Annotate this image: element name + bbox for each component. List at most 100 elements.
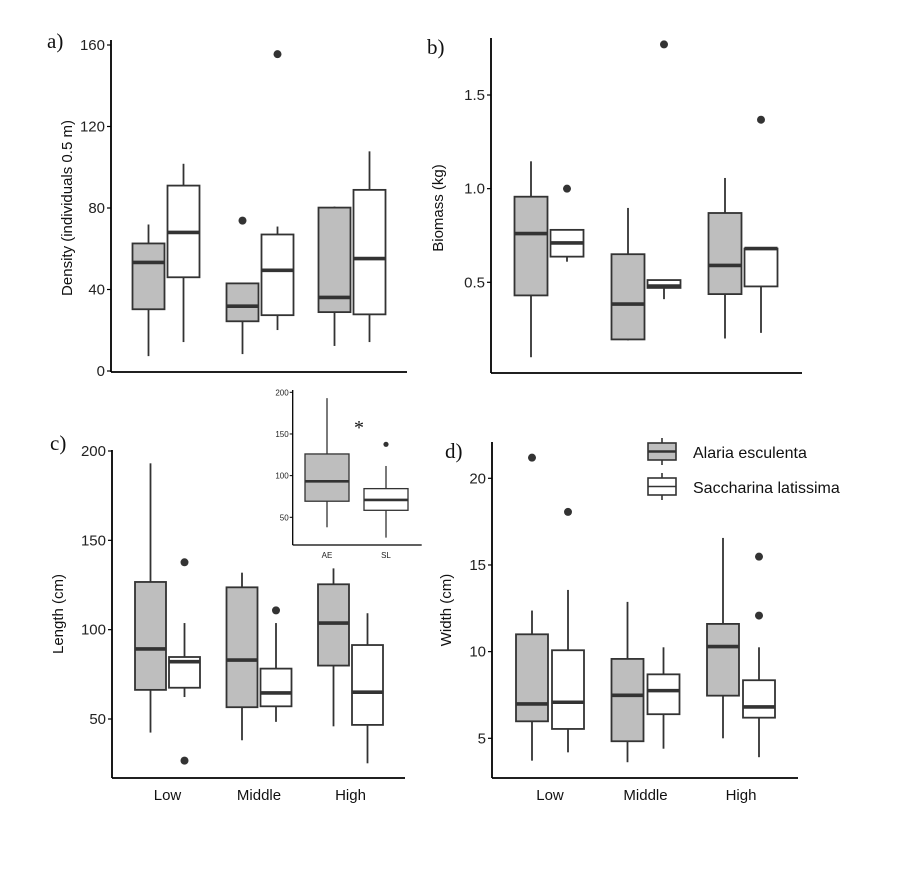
- saccharina-outlier: [272, 606, 280, 615]
- box-alaria-low: [134, 463, 167, 733]
- alaria-box: [513, 195, 549, 297]
- saccharina-box: [351, 644, 384, 726]
- alaria-box: [225, 282, 260, 323]
- alaria-box: [706, 623, 740, 697]
- box-saccharina-middle: [260, 50, 295, 331]
- y-tick-label: 1.5: [464, 87, 485, 104]
- y-axis-title-biomass: Biomass (kg): [430, 164, 447, 252]
- legend-key-saccharina-icon: [647, 473, 677, 500]
- box-alaria-low: [513, 161, 549, 358]
- y-axis-title-length: Length (cm): [50, 574, 67, 654]
- saccharina-box: [646, 279, 682, 289]
- box-alaria-middle: [225, 572, 259, 741]
- y-tick-label: 200: [81, 443, 106, 460]
- box-saccharina-high: [742, 552, 776, 758]
- y-tick-label: 100: [81, 622, 106, 639]
- saccharina-outlier: [180, 558, 189, 567]
- y-tick-label: 0: [97, 363, 105, 380]
- inset-length-by-species: 50 100 150 200 AE SL *: [275, 388, 422, 560]
- inset-y-tick-label: 50: [280, 513, 289, 522]
- saccharina-box: [743, 247, 779, 288]
- inset-box-sl: [363, 441, 409, 538]
- box-saccharina-high: [743, 115, 779, 333]
- y-axis-title-width: Width (cm): [438, 574, 455, 647]
- inset-box-ae: [304, 398, 350, 528]
- box-alaria-middle: [610, 601, 645, 763]
- panel-d-width: d) Width (cm) 5 10 15 20 Low Middle High: [438, 439, 798, 804]
- y-tick-label: 40: [88, 282, 105, 299]
- saccharina-box: [352, 188, 387, 316]
- box-alaria-low: [131, 224, 166, 357]
- box-saccharina-middle: [259, 606, 293, 722]
- panel-label-b: b): [427, 35, 445, 59]
- alaria-box: [317, 583, 350, 667]
- box-saccharina-high: [351, 613, 384, 764]
- panel-b-biomass: b) Biomass (kg) 0.5 1.0 1.5: [427, 35, 802, 374]
- y-tick-label: 80: [88, 200, 105, 217]
- panel-label-a: a): [47, 29, 63, 53]
- legend-label-saccharina: Saccharina latissima: [693, 480, 840, 497]
- legend: Alaria esculenta Saccharina latissima: [647, 438, 840, 500]
- x-tick-label-middle: Middle: [237, 787, 281, 804]
- saccharina-outlier: [180, 756, 189, 765]
- alaria-box: [610, 253, 646, 341]
- y-tick-label: 50: [89, 711, 106, 728]
- legend-label-alaria: Alaria esculenta: [693, 445, 807, 462]
- inset-outlier: [383, 441, 389, 447]
- box-saccharina-high: [352, 151, 387, 343]
- saccharina-box: [742, 679, 776, 719]
- alaria-outlier: [528, 453, 536, 462]
- y-tick-label: 1.0: [464, 181, 485, 198]
- saccharina-outlier: [755, 552, 763, 561]
- legend-item-alaria: Alaria esculenta: [647, 438, 807, 465]
- box-alaria-low: [515, 453, 549, 761]
- legend-item-saccharina: Saccharina latissima: [647, 473, 840, 500]
- x-tick-label-high: High: [335, 787, 366, 804]
- box-alaria-high: [706, 537, 740, 739]
- x-tick-label-high: High: [726, 787, 757, 804]
- saccharina-box: [551, 649, 585, 730]
- significance-asterisk: *: [354, 417, 364, 439]
- box-alaria-middle: [610, 207, 646, 341]
- alaria-box: [515, 633, 549, 723]
- alaria-outlier: [238, 216, 247, 225]
- legend-key-alaria-icon: [647, 438, 677, 465]
- box-saccharina-low: [549, 184, 585, 262]
- x-tick-label-middle: Middle: [623, 787, 667, 804]
- panel-label-d: d): [445, 439, 463, 463]
- alaria-box: [707, 212, 743, 295]
- alaria-box: [131, 242, 166, 311]
- alaria-box: [225, 586, 259, 709]
- box-alaria-high: [317, 568, 350, 727]
- panel-a-density: a) Density (individuals 0.5 m) 0 40 80 120 1…: [47, 29, 407, 380]
- alaria-box: [134, 581, 167, 691]
- box-saccharina-low: [168, 558, 201, 765]
- saccharina-box: [646, 673, 681, 716]
- y-tick-label: 10: [469, 644, 486, 661]
- saccharina-outlier: [660, 40, 668, 49]
- x-tick-label-low: Low: [536, 787, 564, 804]
- y-tick-label: 20: [469, 470, 486, 487]
- box-saccharina-low: [166, 163, 201, 343]
- saccharina-outlier: [273, 50, 282, 59]
- box-saccharina-low: [551, 507, 585, 753]
- alaria-box: [610, 658, 645, 743]
- inset-y-tick-label: 150: [275, 430, 289, 439]
- box-alaria-middle: [225, 216, 260, 355]
- inset-y-tick-label: 200: [275, 388, 289, 397]
- y-tick-label: 160: [80, 37, 105, 54]
- saccharina-outlier: [564, 507, 572, 516]
- y-tick-label: 15: [469, 557, 486, 574]
- saccharina-box: [260, 233, 295, 317]
- y-tick-label: 0.5: [464, 274, 485, 291]
- inset-x-tick-label-ae: AE: [322, 551, 333, 560]
- y-tick-label: 120: [80, 119, 105, 136]
- x-tick-label-low: Low: [154, 787, 182, 804]
- saccharina-box: [259, 667, 293, 708]
- alaria-box: [317, 206, 352, 314]
- saccharina-outlier: [563, 184, 571, 193]
- inset-x-tick-label-sl: SL: [381, 551, 391, 560]
- y-axis-title-density: Density (individuals 0.5 m): [59, 120, 76, 296]
- saccharina-outlier: [757, 115, 765, 124]
